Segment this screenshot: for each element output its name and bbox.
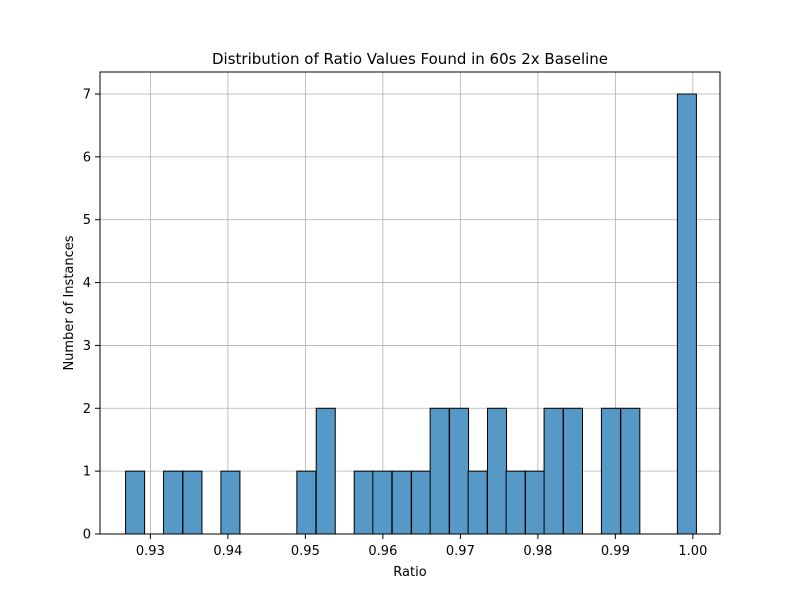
- histogram-bar: [296, 470, 317, 535]
- y-tick-label: 5: [83, 213, 91, 228]
- x-tick-label: 0.93: [136, 544, 165, 559]
- ticks-layer: 0.93 0.94 0.95 0.96 0.97 0.98 0.99 1.00 0 1 2 3 4 5 6 7: [83, 88, 708, 560]
- histogram-bar: [505, 470, 526, 535]
- y-tick-label: 0: [83, 528, 91, 543]
- histogram-bar: [429, 407, 450, 535]
- histogram-bar: [353, 470, 374, 535]
- x-tick-label: 0.95: [291, 544, 320, 559]
- histogram-bar: [562, 407, 583, 535]
- x-tick-label: 0.96: [368, 544, 397, 559]
- histogram-bar: [620, 407, 641, 535]
- y-tick-label: 7: [83, 88, 91, 103]
- bars-layer: [125, 93, 697, 535]
- histogram-bar: [391, 470, 412, 535]
- x-tick-label: 1.00: [678, 544, 707, 559]
- histogram-bar: [163, 470, 184, 535]
- x-axis-title: Ratio: [393, 565, 426, 580]
- y-tick-label: 4: [83, 276, 91, 291]
- histogram-bar: [411, 470, 432, 535]
- x-tick-label: 0.97: [446, 544, 475, 559]
- histogram-bar: [487, 407, 508, 535]
- y-tick-label: 6: [83, 150, 91, 165]
- x-tick-label: 0.99: [601, 544, 630, 559]
- histogram-bar: [372, 470, 393, 535]
- y-tick-label: 1: [83, 465, 91, 480]
- histogram-bar: [220, 470, 241, 535]
- histogram-bar: [125, 470, 146, 535]
- histogram-bar: [524, 470, 546, 535]
- histogram-bar: [676, 93, 697, 535]
- histogram-bar: [182, 470, 203, 535]
- histogram-bar: [315, 407, 336, 535]
- x-tick-label: 0.98: [523, 544, 552, 559]
- chart-title: Distribution of Ratio Values Found in 60…: [212, 50, 608, 68]
- x-tick-label: 0.94: [213, 544, 242, 559]
- histogram-bar: [600, 407, 621, 535]
- y-tick-label: 2: [83, 402, 91, 417]
- histogram-bar: [467, 470, 488, 535]
- histogram-bar: [449, 407, 470, 535]
- histogram-bar: [543, 407, 564, 535]
- y-axis-title: Number of Instances: [62, 235, 77, 370]
- plot-frame: [99, 71, 721, 535]
- y-tick-label: 3: [83, 339, 91, 354]
